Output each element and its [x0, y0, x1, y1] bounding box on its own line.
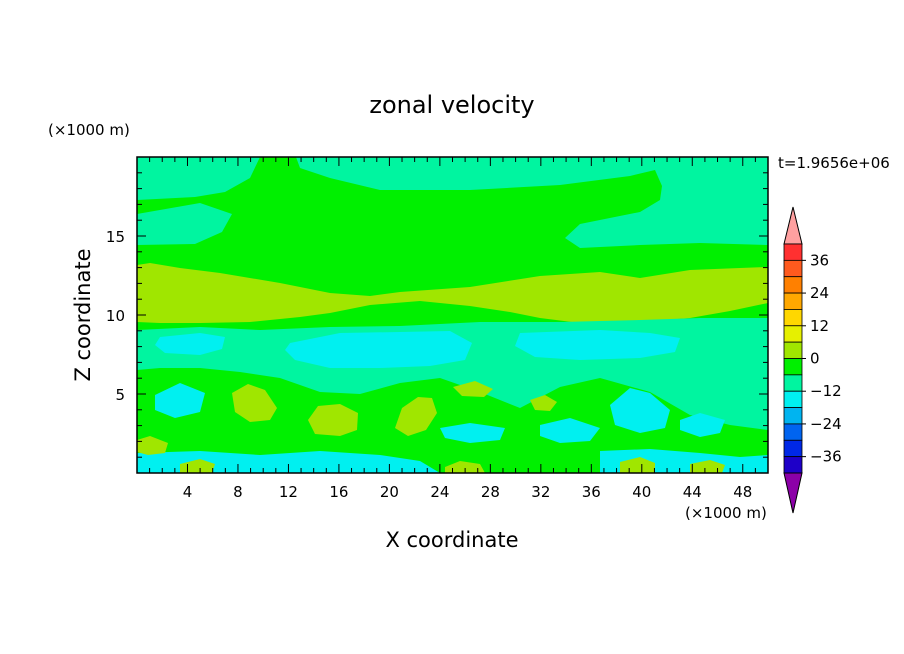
y-tick-label: 5: [115, 386, 125, 404]
contour-region: [308, 404, 358, 436]
x-tick-label: 40: [632, 483, 651, 501]
colorbar-label: 0: [810, 350, 820, 368]
colorbar-level: [783, 423, 803, 441]
contour-region: [690, 460, 725, 473]
contour-region: [445, 461, 485, 473]
contour-region: [610, 388, 670, 433]
colorbar-level: [783, 276, 803, 294]
y-unit-label: (×1000 m): [48, 121, 130, 139]
x-tick-label: 28: [481, 483, 500, 501]
y-tick-label: 10: [106, 307, 125, 325]
colorbar-min-arrow: [783, 472, 803, 514]
contour-region: [540, 418, 600, 443]
contour-region: [137, 203, 232, 245]
time-label: t=1.9656e+06: [778, 154, 890, 172]
colorbar-label: 24: [810, 284, 829, 302]
contour-region: [155, 333, 225, 355]
contour-region: [155, 383, 205, 418]
x-tick-label: 32: [531, 483, 550, 501]
x-tick-label: 16: [329, 483, 348, 501]
colorbar-label: −24: [810, 415, 842, 433]
colorbar-level: [783, 358, 803, 376]
x-unit-label: (×1000 m): [685, 504, 767, 522]
colorbar-level: [783, 341, 803, 359]
colorbar-level: [783, 374, 803, 392]
contour-region: [515, 330, 680, 360]
y-axis-label: Z coordinate: [71, 248, 95, 381]
colorbar-level: [783, 259, 803, 278]
colorbar-level: [783, 309, 803, 327]
colorbar-level: [783, 292, 803, 310]
colorbar-level: [783, 243, 803, 261]
contour-region: [232, 384, 277, 422]
colorbar-label: 12: [810, 317, 829, 335]
x-tick-label: 20: [380, 483, 399, 501]
y-axis: 5 10 15: [106, 172, 768, 458]
colorbar-label: −36: [810, 448, 842, 466]
x-axis: 4 8 12 16 20 24 28 32 36 40 44 48: [149, 157, 756, 501]
x-tick-label: 8: [233, 483, 243, 501]
colorbar-label: 36: [810, 251, 829, 269]
contour-region: [680, 413, 725, 437]
x-tick-label: 36: [582, 483, 601, 501]
contour-region: [285, 331, 472, 368]
contour-region: [530, 395, 557, 411]
colorbar-level: [783, 390, 803, 408]
contour-region: [180, 459, 215, 473]
x-tick-label: 4: [183, 483, 193, 501]
colorbar-max-arrow: [783, 206, 803, 245]
contour-region: [440, 423, 505, 443]
colorbar-level: [783, 325, 803, 343]
contour-region: [137, 263, 768, 323]
contour-region: [453, 381, 493, 397]
y-tick-label: 15: [106, 228, 125, 246]
contour-region: [395, 397, 437, 436]
contour-field: [137, 157, 768, 473]
colorbar-level: [783, 407, 803, 425]
x-axis-label: X coordinate: [385, 528, 518, 552]
x-tick-label: 24: [430, 483, 449, 501]
x-tick-label: 44: [683, 483, 702, 501]
x-tick-label: 48: [733, 483, 752, 501]
colorbar-label: −12: [810, 382, 842, 400]
colorbar: 36 24 12 0 −12 −24 −36: [783, 206, 842, 514]
contour-region: [137, 436, 168, 455]
colorbar-level: [783, 439, 803, 458]
colorbar-level: [783, 456, 803, 474]
x-tick-label: 12: [279, 483, 298, 501]
contour-region: [137, 157, 768, 248]
chart-title: zonal velocity: [369, 91, 534, 119]
